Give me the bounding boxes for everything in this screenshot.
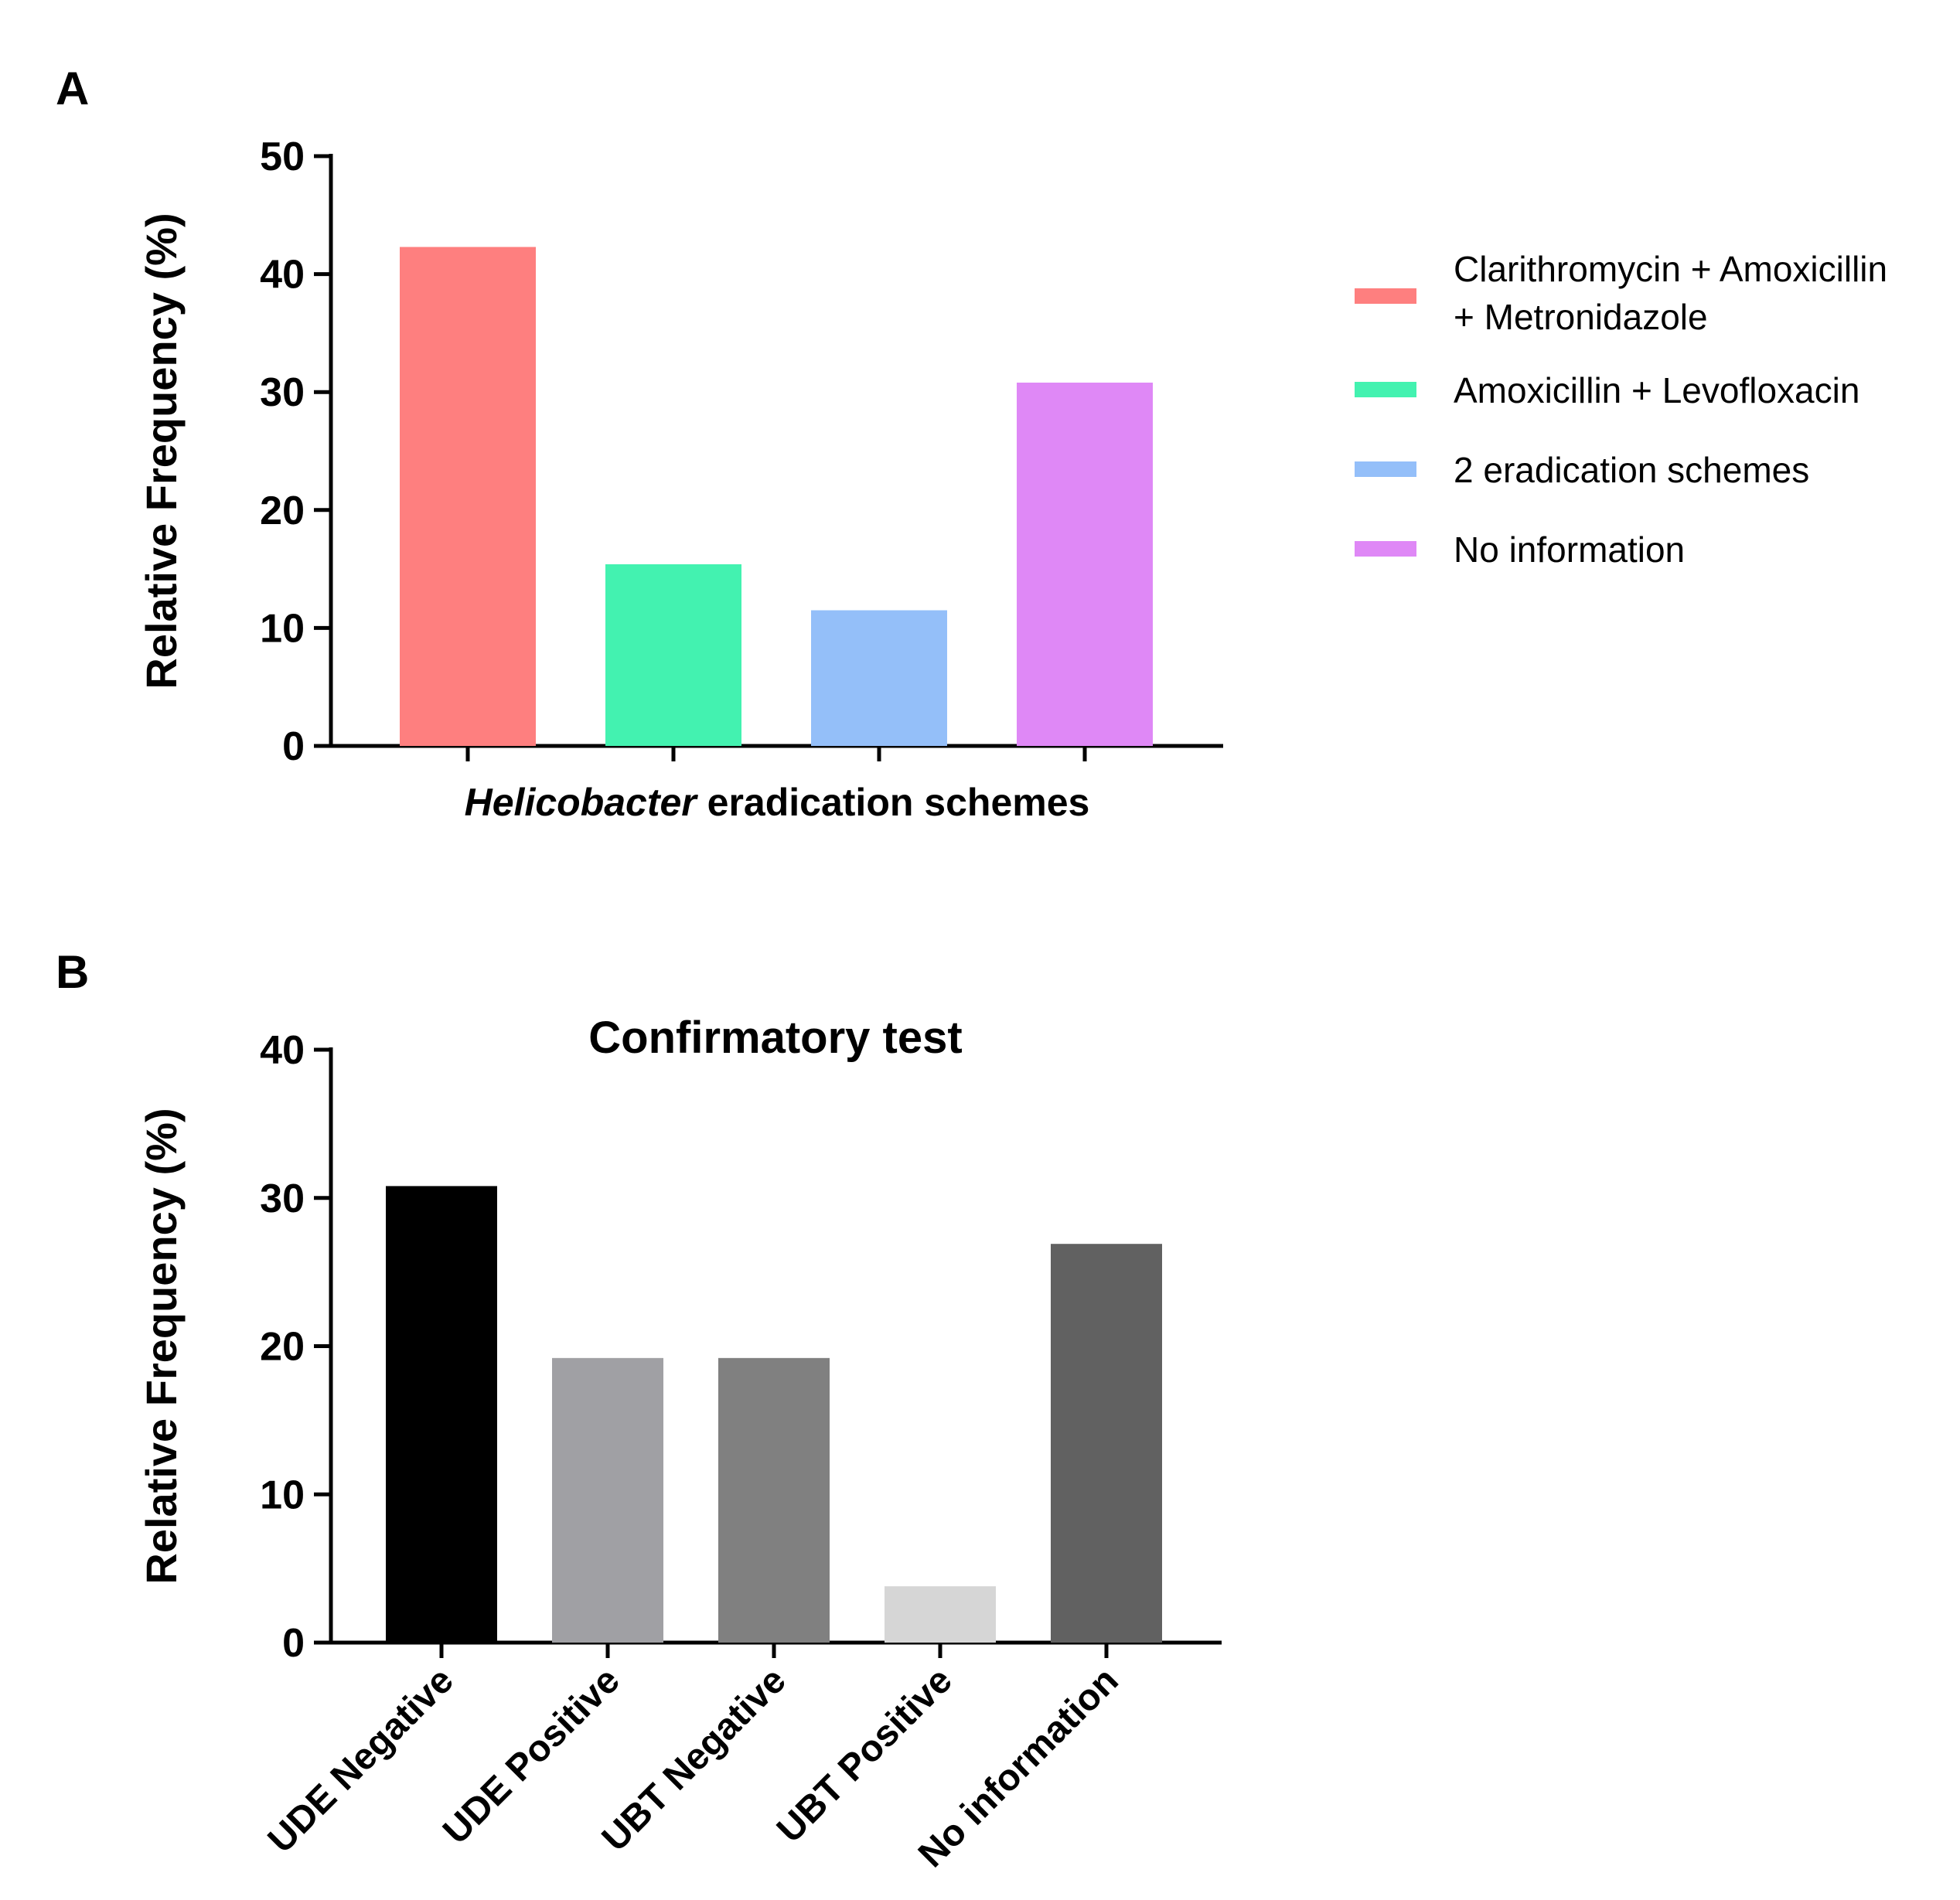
legend-swatch-4: [1355, 541, 1416, 557]
bar-ude-negative: [386, 1186, 497, 1643]
y-tick-label: 40: [260, 253, 305, 298]
bar-ubt-positive: [885, 1586, 996, 1643]
bar-ubt-negative: [718, 1357, 830, 1643]
y-tick-label: 0: [282, 1621, 305, 1666]
legend-label-3: 2 eradication schemes: [1454, 450, 1809, 490]
bar-ude-positive: [552, 1357, 663, 1643]
bar-2-eradication-schemes: [811, 610, 947, 746]
x-axis-label-rest: eradication schemes: [697, 781, 1090, 824]
y-tick-label: 30: [260, 370, 305, 415]
bar-no-information: [1051, 1244, 1162, 1643]
legend-label-1: Clarithromycin + Amoxicillin: [1454, 249, 1887, 289]
x-tick-label: UBT Positive: [769, 1660, 960, 1851]
y-tick-label: 20: [260, 1325, 305, 1370]
legend-label-4: No information: [1454, 529, 1685, 570]
y-tick-label: 20: [260, 489, 305, 533]
chart-title: Confirmatory test: [588, 1013, 962, 1063]
x-axis-label-italic: Helicobacter: [465, 781, 699, 824]
bar-no-information: [1017, 382, 1153, 746]
x-axis-label: Helicobacter eradication schemes: [465, 781, 1090, 824]
bar-clarithromycin-amoxicillin-metronidazole: [400, 247, 536, 746]
panel-letter-b: B: [56, 946, 89, 998]
legend-label-2: Amoxicillin + Levofloxacin: [1454, 370, 1859, 410]
legend-swatch-3: [1355, 461, 1416, 477]
chart-a-legend: Clarithromycin + Amoxicillin + Metronidaz…: [1355, 249, 1887, 570]
x-tick-label: UDE Positive: [435, 1660, 628, 1852]
chart-a-eradication-schemes: 0 10 20 30 40 50 Relative Frequency (%) Helicob…: [137, 134, 1223, 824]
legend-swatch-1: [1355, 288, 1416, 304]
y-axis-label: Relative Frequency (%): [137, 213, 186, 689]
bar-amoxicillin-levofloxacin: [605, 564, 741, 746]
x-tick-label: UDE Negative: [261, 1660, 462, 1861]
y-tick-label: 30: [260, 1176, 305, 1221]
panel-letter-a: A: [56, 63, 89, 114]
y-tick-label: 50: [260, 134, 305, 179]
y-axis-label: Relative Frequency (%): [137, 1108, 186, 1584]
y-tick-label: 40: [260, 1028, 305, 1073]
legend-label-1: + Metronidazole: [1454, 297, 1708, 337]
y-tick-label: 10: [260, 1473, 305, 1517]
y-tick-label: 10: [260, 606, 305, 651]
chart-b-confirmatory-test: 0 10 20 30 40 Relative Frequency (%) UDE Negat…: [137, 1013, 1222, 1875]
legend-swatch-2: [1355, 382, 1416, 397]
y-tick-label: 0: [282, 724, 305, 769]
